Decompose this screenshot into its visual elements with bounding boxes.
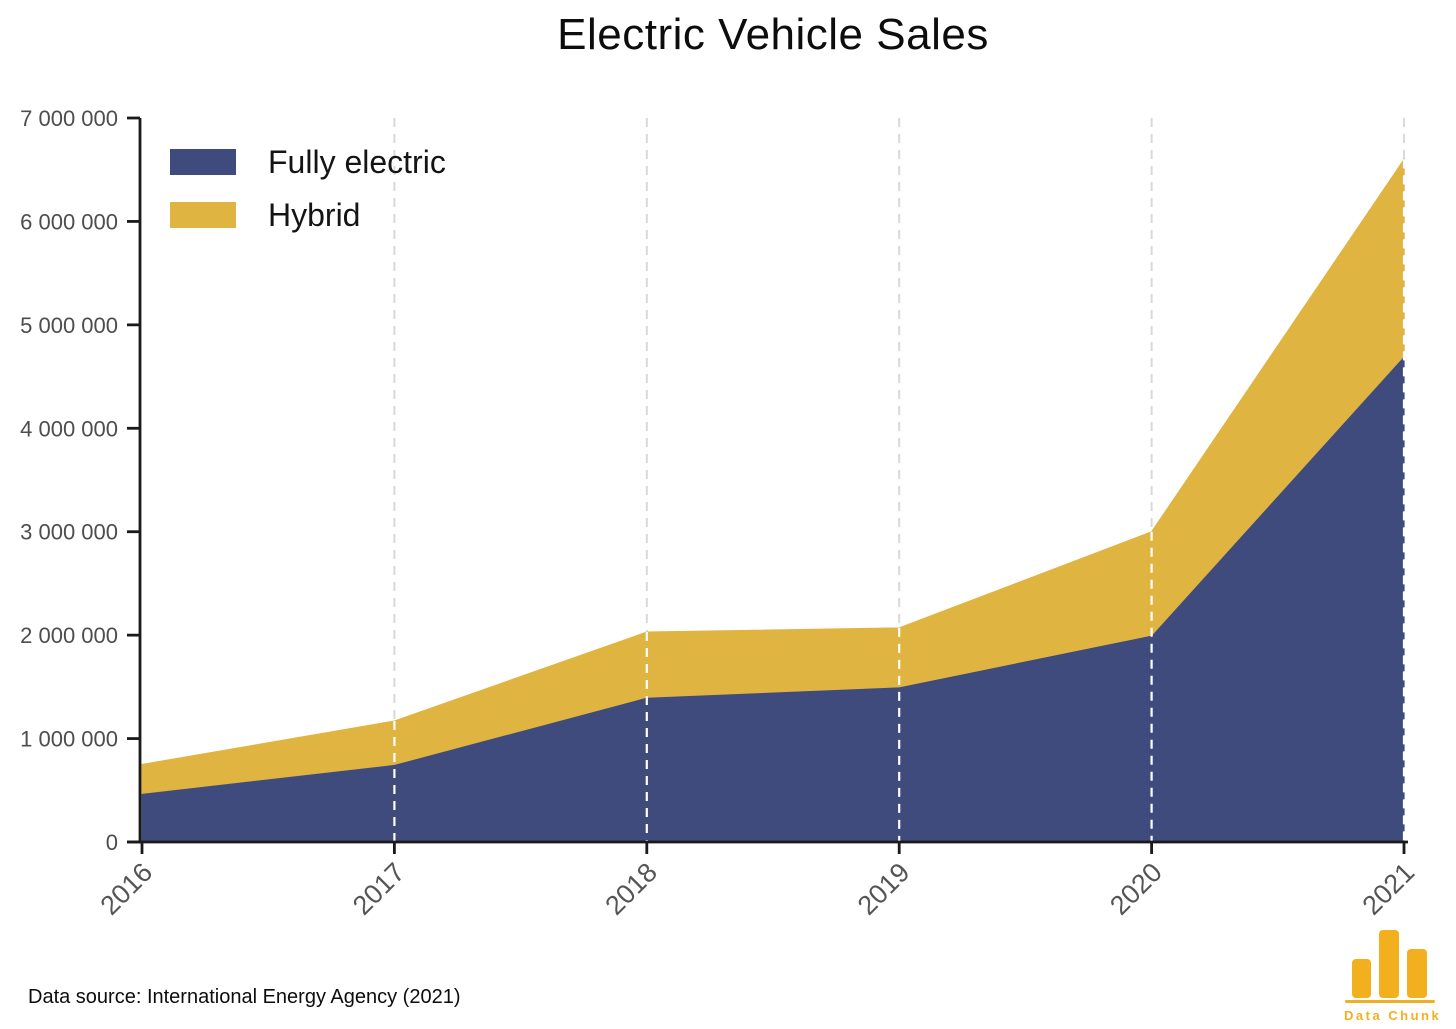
legend: Fully electric Hybrid (170, 146, 446, 252)
bar-chart-logo-icon (1345, 930, 1435, 1003)
y-tick-label: 5 000 000 (20, 313, 118, 338)
y-tick-label: 3 000 000 (20, 520, 118, 545)
x-tick-label: 2018 (599, 857, 663, 921)
y-tick-label: 1 000 000 (20, 727, 118, 752)
x-tick-label: 2020 (1104, 857, 1168, 921)
y-tick-label: 7 000 000 (20, 106, 118, 131)
y-tick-label: 4 000 000 (20, 416, 118, 441)
logo-text: Data Chunk (1344, 1008, 1442, 1023)
y-tick-label: 0 (106, 830, 118, 855)
y-tick-label: 2 000 000 (20, 623, 118, 648)
legend-item-hybrid: Hybrid (170, 199, 446, 231)
x-tick-label: 2017 (347, 857, 411, 921)
legend-label-hybrid: Hybrid (268, 197, 361, 233)
x-tick-label: 2019 (852, 857, 916, 921)
datachunk-logo: Data Chunk (1344, 925, 1444, 1023)
legend-label-fully-electric: Fully electric (268, 144, 446, 180)
x-tick-label: 2021 (1357, 857, 1421, 921)
chart-title: Electric Vehicle Sales (557, 10, 989, 59)
source-note: Data source: International Energy Agency… (28, 986, 461, 1008)
legend-swatch-fully-electric (170, 149, 236, 175)
x-tick-label: 2016 (95, 857, 159, 921)
legend-swatch-hybrid (170, 202, 236, 228)
legend-item-fully-electric: Fully electric (170, 146, 446, 178)
y-tick-label: 6 000 000 (20, 209, 118, 234)
